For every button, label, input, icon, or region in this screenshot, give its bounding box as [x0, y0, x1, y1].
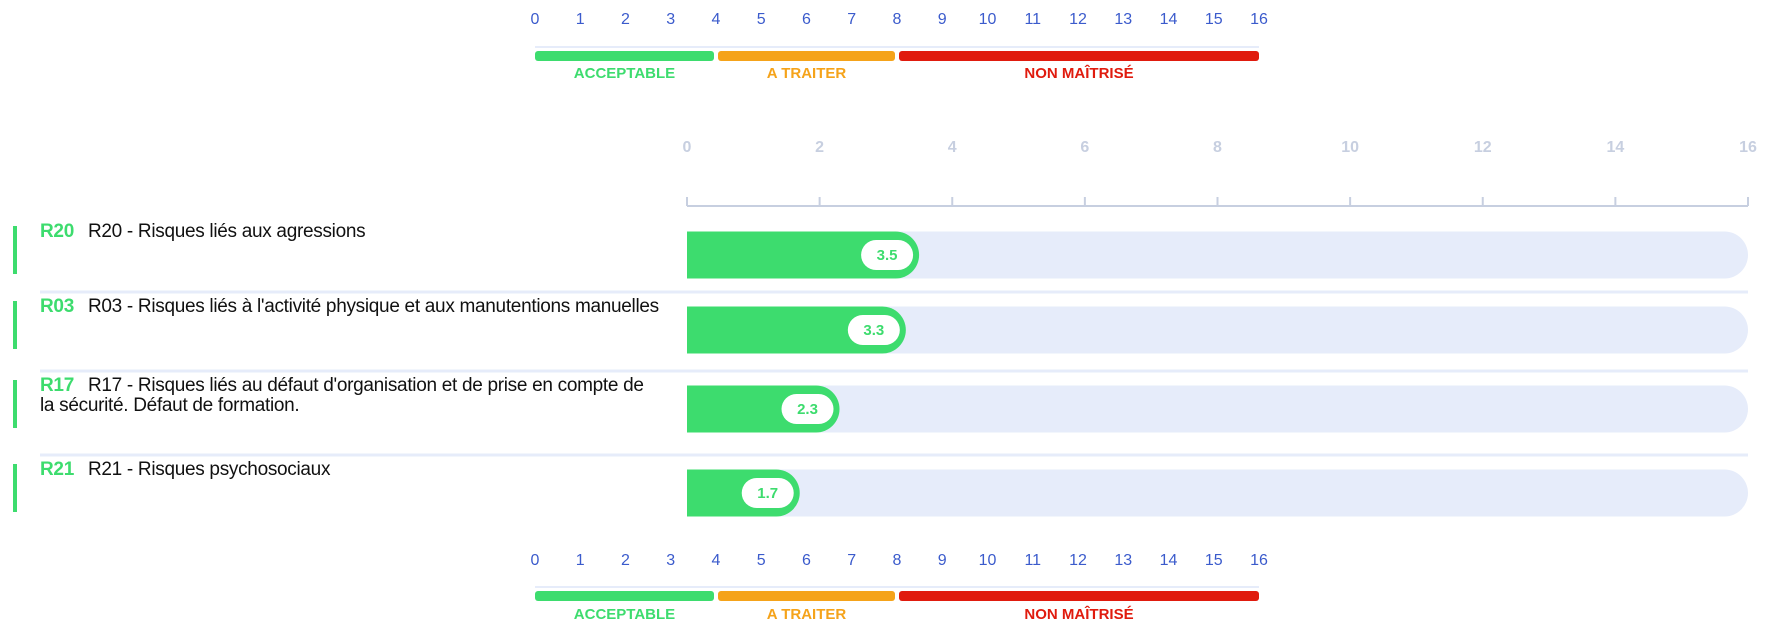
risk-code: R03: [40, 296, 74, 317]
scale-tick-label: 3: [666, 11, 675, 28]
value-label: 3.3: [863, 322, 884, 339]
risk-name: R20 - Risques liés aux agressions: [87, 221, 366, 242]
scale-band-label: A TRAITER: [767, 65, 847, 82]
scale-tick-label: 14: [1160, 552, 1178, 569]
scale-tick-label: 10: [979, 552, 997, 569]
scale-tick-label: 5: [757, 11, 766, 28]
scale-tick-label: 3: [666, 552, 675, 569]
scale-tick-label: 14: [1160, 11, 1178, 28]
scale-tick-label: 4: [712, 11, 721, 28]
scale-tick-label: 11: [1024, 552, 1041, 569]
scale-tick-label: 13: [1114, 11, 1132, 28]
x-tick-label: 0: [683, 139, 692, 156]
bar: [687, 231, 920, 279]
risk-code: R21: [40, 459, 74, 480]
scale-tick-label: 5: [757, 552, 766, 569]
scale-tick-label: 12: [1069, 552, 1087, 569]
scale-band: [535, 51, 714, 61]
scale-tick-label: 7: [847, 11, 856, 28]
scale-band: [718, 51, 895, 61]
scale-tick-label: 9: [938, 552, 947, 569]
value-pill: [781, 394, 834, 424]
scale-tick-label: 2: [621, 552, 630, 569]
scale-band: [899, 591, 1259, 601]
value-pill: [861, 240, 914, 270]
scale-tick-label: 4: [712, 552, 721, 569]
row-label: R20 R20 - Risques liés aux agressions: [40, 222, 660, 242]
scale-band: [535, 591, 714, 601]
scale-tick-label: 1: [576, 552, 585, 569]
row-label: R17 R17 - Risques liés au défaut d'organi…: [40, 376, 660, 416]
x-tick-label: 12: [1474, 139, 1492, 156]
row-label: R21 R21 - Risques psychosociaux: [40, 460, 660, 480]
scale-tick-label: 8: [893, 552, 902, 569]
scale-band-label: NON MAÎTRISÉ: [1024, 605, 1133, 623]
row-indicator: [13, 226, 17, 274]
bar-track: [687, 231, 1748, 279]
scale-tick-label: 16: [1250, 11, 1268, 28]
scale-tick-label: 11: [1024, 11, 1041, 28]
scale-tick-label: 9: [938, 11, 947, 28]
scale-tick-label: 13: [1114, 552, 1132, 569]
bar-track: [687, 306, 1748, 354]
scale-tick-label: 15: [1205, 11, 1223, 28]
risk-name: R17 - Risques liés au défaut d'organisat…: [40, 375, 644, 416]
row-label: R03 R03 - Risques liés à l'activité physi…: [40, 297, 660, 317]
scale-band: [899, 51, 1259, 61]
scale-tick-label: 0: [531, 552, 540, 569]
value-pill: [741, 478, 794, 508]
value-pill: [847, 315, 900, 345]
bar: [687, 306, 906, 354]
scale-tick-label: 1: [576, 11, 585, 28]
bar-track: [687, 385, 1748, 433]
x-tick-label: 2: [815, 139, 824, 156]
scale-band-label: ACCEPTABLE: [574, 65, 675, 82]
scale-band: [718, 591, 895, 601]
scale-tick-label: 2: [621, 11, 630, 28]
scale-shadow: [535, 586, 1259, 588]
scale-shadow: [535, 46, 1259, 48]
scale-tick-label: 6: [802, 11, 811, 28]
scale-tick-label: 0: [531, 11, 540, 28]
risk-code: R20: [40, 221, 74, 242]
scale-tick-label: 8: [893, 11, 902, 28]
scale-tick-label: 12: [1069, 11, 1087, 28]
risk-code: R17: [40, 375, 74, 396]
scale-tick-label: 10: [979, 11, 997, 28]
x-tick-label: 10: [1341, 139, 1359, 156]
x-tick-label: 14: [1606, 139, 1624, 156]
risk-name: R03 - Risques liés à l'activité physique…: [87, 296, 659, 317]
x-tick-label: 16: [1739, 139, 1757, 156]
scale-tick-label: 15: [1205, 552, 1223, 569]
scale-band-label: A TRAITER: [767, 606, 847, 623]
row-indicator: [13, 301, 17, 349]
x-tick-label: 6: [1080, 139, 1089, 156]
row-indicator: [13, 380, 17, 428]
scale-band-label: ACCEPTABLE: [574, 606, 675, 623]
x-tick-label: 4: [948, 139, 957, 156]
value-label: 2.3: [797, 401, 818, 418]
scale-band-label: NON MAÎTRISÉ: [1024, 64, 1133, 82]
bar-track: [687, 469, 1748, 517]
x-tick-label: 8: [1213, 139, 1222, 156]
scale-tick-label: 7: [847, 552, 856, 569]
scale-tick-label: 16: [1250, 552, 1268, 569]
scale-tick-label: 6: [802, 552, 811, 569]
risk-name: R21 - Risques psychosociaux: [87, 459, 331, 480]
row-indicator: [13, 464, 17, 512]
value-label: 1.7: [757, 485, 778, 502]
value-label: 3.5: [877, 247, 898, 264]
